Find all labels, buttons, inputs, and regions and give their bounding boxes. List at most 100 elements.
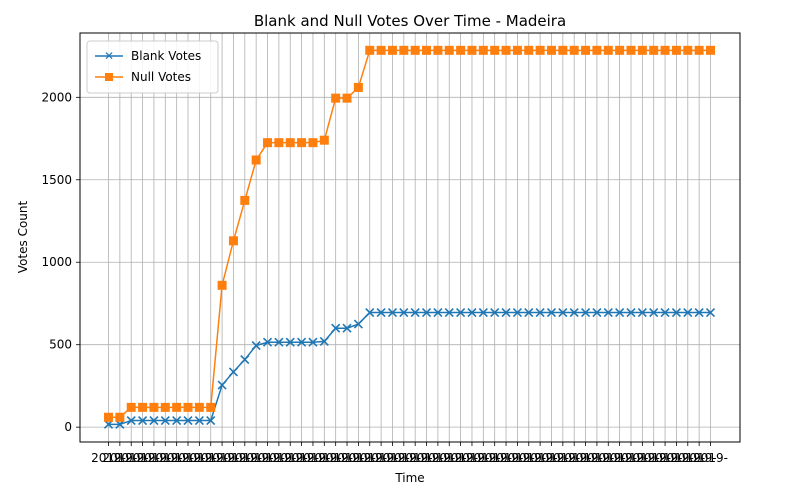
x-tick-label: 2019- <box>398 451 433 465</box>
data-point-null <box>251 155 261 165</box>
data-point-blank <box>512 307 522 318</box>
data-point-blank <box>172 415 182 426</box>
x-tick-label: 2019- <box>466 451 501 465</box>
data-point-blank <box>308 337 318 347</box>
x-tick-label: 2019- <box>477 451 512 465</box>
data-point-null <box>387 45 397 55</box>
x-tick-label: 2019- <box>114 451 149 465</box>
data-point-blank <box>160 415 170 426</box>
data-point-null <box>694 45 704 55</box>
x-tick-label: 2019- <box>614 451 649 465</box>
data-point-blank <box>138 415 148 426</box>
data-point-null <box>444 45 454 55</box>
data-point-null <box>456 45 466 55</box>
data-point-blank <box>433 307 443 318</box>
data-point-null <box>319 135 329 145</box>
data-point-null <box>183 402 193 412</box>
data-point-null <box>478 45 488 55</box>
data-point-blank <box>501 307 511 318</box>
y-tick-label: 0 <box>64 420 72 434</box>
data-point-blank <box>387 307 398 318</box>
data-point-blank <box>149 415 159 426</box>
x-tick-label: 2019- <box>420 451 455 465</box>
x-tick-label: 2019- <box>386 451 421 465</box>
y-tick-label: 500 <box>49 338 72 352</box>
data-point-blank <box>285 337 295 347</box>
x-tick-label: 2019- <box>375 451 410 465</box>
data-point-null <box>660 45 670 55</box>
legend-label-null: Null Votes <box>131 70 191 84</box>
x-tick-label: 2019- <box>341 451 376 465</box>
x-tick-label: 2019- <box>148 451 183 465</box>
data-point-blank <box>376 307 386 318</box>
x-tick-label: 2019- <box>500 451 535 465</box>
x-tick-label: 2019- <box>216 451 251 465</box>
data-point-blank <box>251 340 261 351</box>
x-tick-label: 2019- <box>307 451 342 465</box>
x-tick-label: 2019- <box>171 451 206 465</box>
x-tick-label: 2019- <box>625 451 660 465</box>
data-point-blank <box>490 307 500 318</box>
data-point-null <box>535 45 545 55</box>
data-point-blank <box>603 307 613 318</box>
data-point-null <box>558 45 568 55</box>
x-tick-label: 2019- <box>364 451 399 465</box>
data-point-null <box>206 402 216 412</box>
x-tick-label: 2019- <box>227 451 262 465</box>
data-point-null <box>376 45 386 55</box>
legend: ✕ Blank Votes Null Votes <box>86 40 219 94</box>
data-point-null <box>512 45 522 55</box>
data-point-null <box>467 45 477 55</box>
data-point-blank <box>558 307 568 318</box>
data-point-null <box>581 45 591 55</box>
x-tick-label: 2019- <box>432 451 467 465</box>
x-tick-label: 2019- <box>330 451 365 465</box>
data-point-null <box>285 138 295 148</box>
data-point-blank <box>297 337 307 347</box>
data-point-null <box>649 45 659 55</box>
data-point-blank <box>228 367 239 377</box>
y-axis-ticks: 0 500 1000 1500 2000 <box>41 90 80 434</box>
y-tick-label: 1500 <box>41 173 72 187</box>
data-point-null <box>331 93 341 103</box>
x-tick-label: 2019- <box>318 451 353 465</box>
data-point-null <box>365 45 375 55</box>
data-point-null <box>410 45 420 55</box>
x-tick-label: 2019- <box>670 451 705 465</box>
data-point-null <box>490 45 500 55</box>
data-point-blank <box>615 307 625 318</box>
x-tick-label: 2019- <box>125 451 160 465</box>
data-point-null <box>524 45 534 55</box>
x-tick-label: 2019- <box>409 451 444 465</box>
data-point-blank <box>262 337 273 347</box>
data-point-null <box>706 45 715 55</box>
x-tick-label: 2019- <box>273 451 308 465</box>
data-point-blank <box>410 307 420 318</box>
x-tick-label: 2019- <box>443 451 478 465</box>
data-point-blank <box>421 307 432 318</box>
data-point-null <box>603 45 613 55</box>
data-point-null <box>149 402 159 412</box>
series-line-blank <box>108 311 711 426</box>
data-point-null <box>501 45 511 55</box>
data-point-null <box>342 93 352 103</box>
x-tick-label: 2019- <box>455 451 490 465</box>
data-point-null <box>297 138 307 148</box>
data-point-null <box>172 402 182 412</box>
y-axis-label: Votes Count <box>16 201 30 274</box>
x-tick-label: 2019- <box>182 451 217 465</box>
data-point-blank <box>331 323 341 333</box>
data-point-null <box>637 45 647 55</box>
data-point-blank <box>626 307 636 318</box>
data-point-null <box>126 402 136 412</box>
legend-marker-blank: ✕ <box>104 49 114 63</box>
x-tick-label: 2019- <box>284 451 319 465</box>
data-point-blank <box>569 307 579 318</box>
data-point-null <box>683 45 693 55</box>
data-point-null <box>308 138 318 148</box>
data-point-null <box>104 412 113 422</box>
x-tick-label: 2019- <box>693 451 728 465</box>
x-tick-label: 2019- <box>296 451 331 465</box>
data-point-blank <box>535 307 545 318</box>
data-point-blank <box>467 307 477 318</box>
